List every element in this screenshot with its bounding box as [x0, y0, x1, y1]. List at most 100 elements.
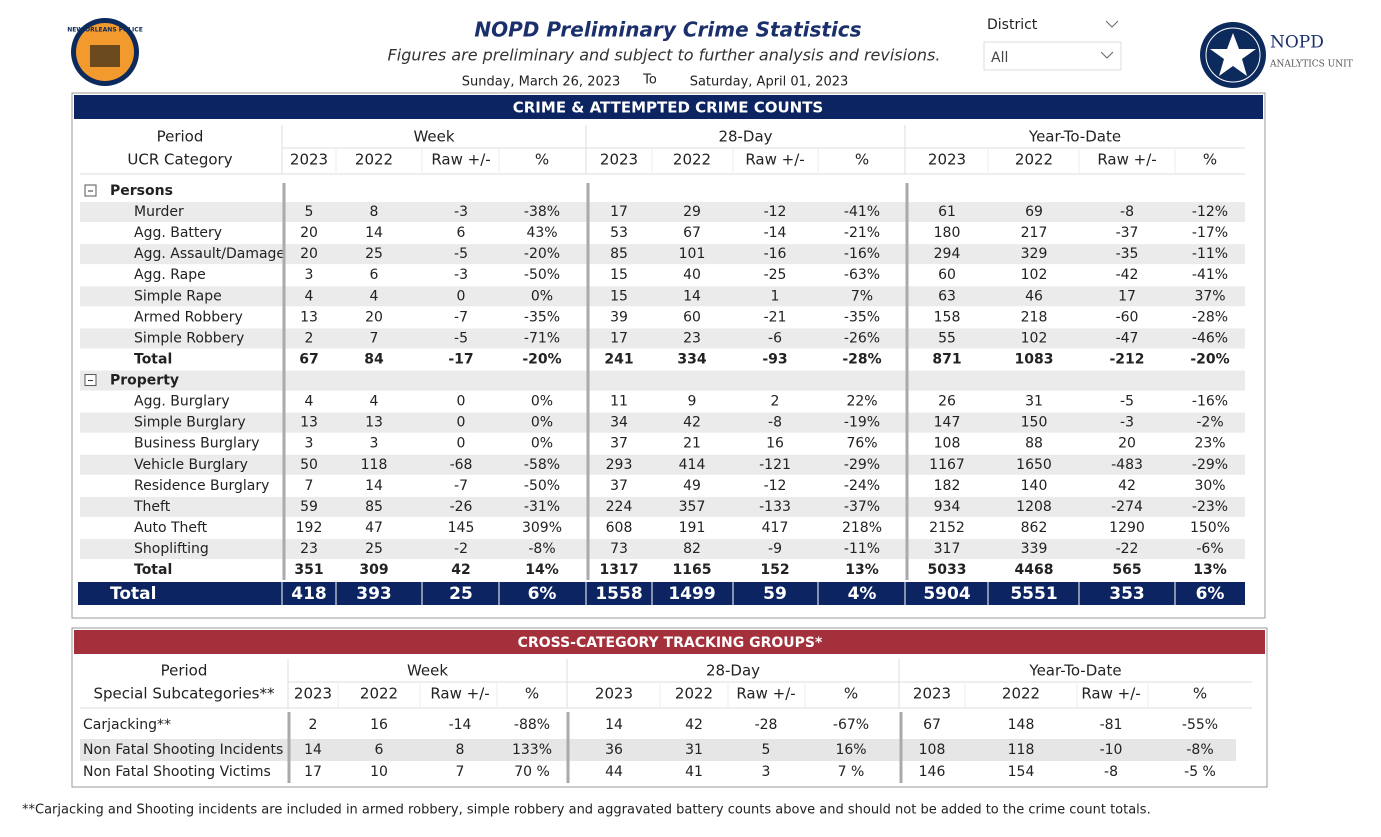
cell: 4% — [848, 584, 877, 604]
cell: 108 — [934, 436, 961, 452]
cell: 1558 — [595, 584, 642, 604]
cell: -29% — [1192, 457, 1228, 473]
cell: -21% — [844, 225, 880, 241]
cell: 37 — [610, 478, 628, 494]
cell: 1083 — [1015, 351, 1054, 367]
row-band — [80, 244, 1245, 265]
cell: 59 — [763, 584, 787, 604]
cell: -9 — [768, 541, 782, 557]
cell: -16% — [844, 246, 880, 262]
cell: 317 — [934, 541, 961, 557]
cell: 31 — [1025, 394, 1043, 410]
cell: 82 — [683, 541, 701, 557]
cell: 7% — [851, 288, 873, 304]
row-band — [80, 454, 1245, 475]
cell: 26 — [938, 394, 956, 410]
cell: 1 — [771, 288, 780, 304]
cell: 357 — [679, 499, 706, 515]
cell: 20 — [1118, 436, 1136, 452]
row-label: Agg. Battery — [134, 225, 222, 241]
cell: 30% — [1194, 478, 1225, 494]
cell: 5 — [305, 204, 314, 220]
cell: 5904 — [923, 584, 970, 604]
cell: -42 — [1116, 267, 1139, 283]
filter-dropdown[interactable] — [983, 41, 1122, 71]
cell: 11 — [610, 394, 628, 410]
cell: -22 — [1116, 541, 1139, 557]
cell: 17 — [304, 764, 322, 780]
cell: -17% — [1192, 225, 1228, 241]
cell: 23 — [300, 541, 318, 557]
cell: 5551 — [1010, 584, 1057, 604]
cell: 23 — [683, 330, 701, 346]
cell: 3 — [762, 764, 771, 780]
cell: -71% — [524, 330, 560, 346]
cell: 67 — [923, 717, 941, 733]
cell: 16% — [835, 742, 866, 758]
cell: -133 — [759, 499, 791, 515]
column-label: 2023 — [290, 151, 328, 169]
column-label: % — [855, 151, 869, 169]
column-label: 2022 — [355, 151, 393, 169]
group-label: 28-Day — [706, 662, 760, 680]
cell: -6 — [768, 330, 782, 346]
cell: 37% — [1194, 288, 1225, 304]
cell: -2% — [1196, 415, 1223, 431]
column-label: 2022 — [1002, 685, 1040, 703]
row-label: Non Fatal Shooting Victims — [83, 764, 271, 780]
cell: 334 — [677, 351, 706, 367]
cell: 61 — [938, 204, 956, 220]
cell: -274 — [1111, 499, 1143, 515]
row-band — [80, 328, 1245, 349]
section-name: Property — [110, 373, 179, 389]
cell: 7 — [370, 330, 379, 346]
column-label: 2023 — [595, 685, 633, 703]
cell: -3 — [1120, 415, 1134, 431]
cell: -47 — [1116, 330, 1139, 346]
cell: 25 — [365, 246, 383, 262]
cell: -7 — [454, 309, 468, 325]
cell: -11% — [1192, 246, 1228, 262]
row-band — [80, 539, 1245, 560]
right-logo-ring — [1205, 27, 1261, 83]
cell: 14 — [365, 225, 383, 241]
cell: 4 — [305, 288, 314, 304]
cell: 147 — [934, 415, 961, 431]
row-label: Armed Robbery — [134, 309, 243, 325]
cell: 8 — [456, 742, 465, 758]
total-label: Total — [134, 351, 172, 367]
cell: 217 — [1021, 225, 1048, 241]
cell: -23% — [1192, 499, 1228, 515]
cell: 73 — [610, 541, 628, 557]
cell: -5 — [454, 330, 468, 346]
cell: -7 — [454, 478, 468, 494]
cell: 108 — [919, 742, 946, 758]
column-label: % — [1193, 685, 1207, 703]
cell: 180 — [934, 225, 961, 241]
group-label: 28-Day — [718, 128, 772, 146]
cell: 60 — [683, 309, 701, 325]
cell: 14 — [304, 742, 322, 758]
cell: 25 — [449, 584, 473, 604]
cell: 85 — [365, 499, 383, 515]
cell: 241 — [604, 351, 633, 367]
start-date: Sunday, March 26, 2023 — [462, 75, 621, 90]
column-label: Raw +/- — [1097, 151, 1156, 169]
column-label: 2023 — [600, 151, 638, 169]
cell: 17 — [610, 204, 628, 220]
grand-total-label: Total — [110, 584, 156, 604]
cell: 133% — [512, 742, 552, 758]
cell: 0 — [457, 394, 466, 410]
row-band — [80, 202, 1245, 223]
cell: 353 — [1109, 584, 1145, 604]
table1-title: CRIME & ATTEMPTED CRIME COUNTS — [513, 99, 823, 117]
cell: 67 — [299, 351, 318, 367]
cell: 34 — [610, 415, 628, 431]
row-label: Residence Burglary — [134, 478, 269, 494]
cell: 862 — [1021, 520, 1048, 536]
cell: 17 — [1118, 288, 1136, 304]
cell: 15 — [610, 267, 628, 283]
cell: 37 — [610, 436, 628, 452]
column-label: % — [1203, 151, 1217, 169]
cell: 70 % — [514, 764, 550, 780]
